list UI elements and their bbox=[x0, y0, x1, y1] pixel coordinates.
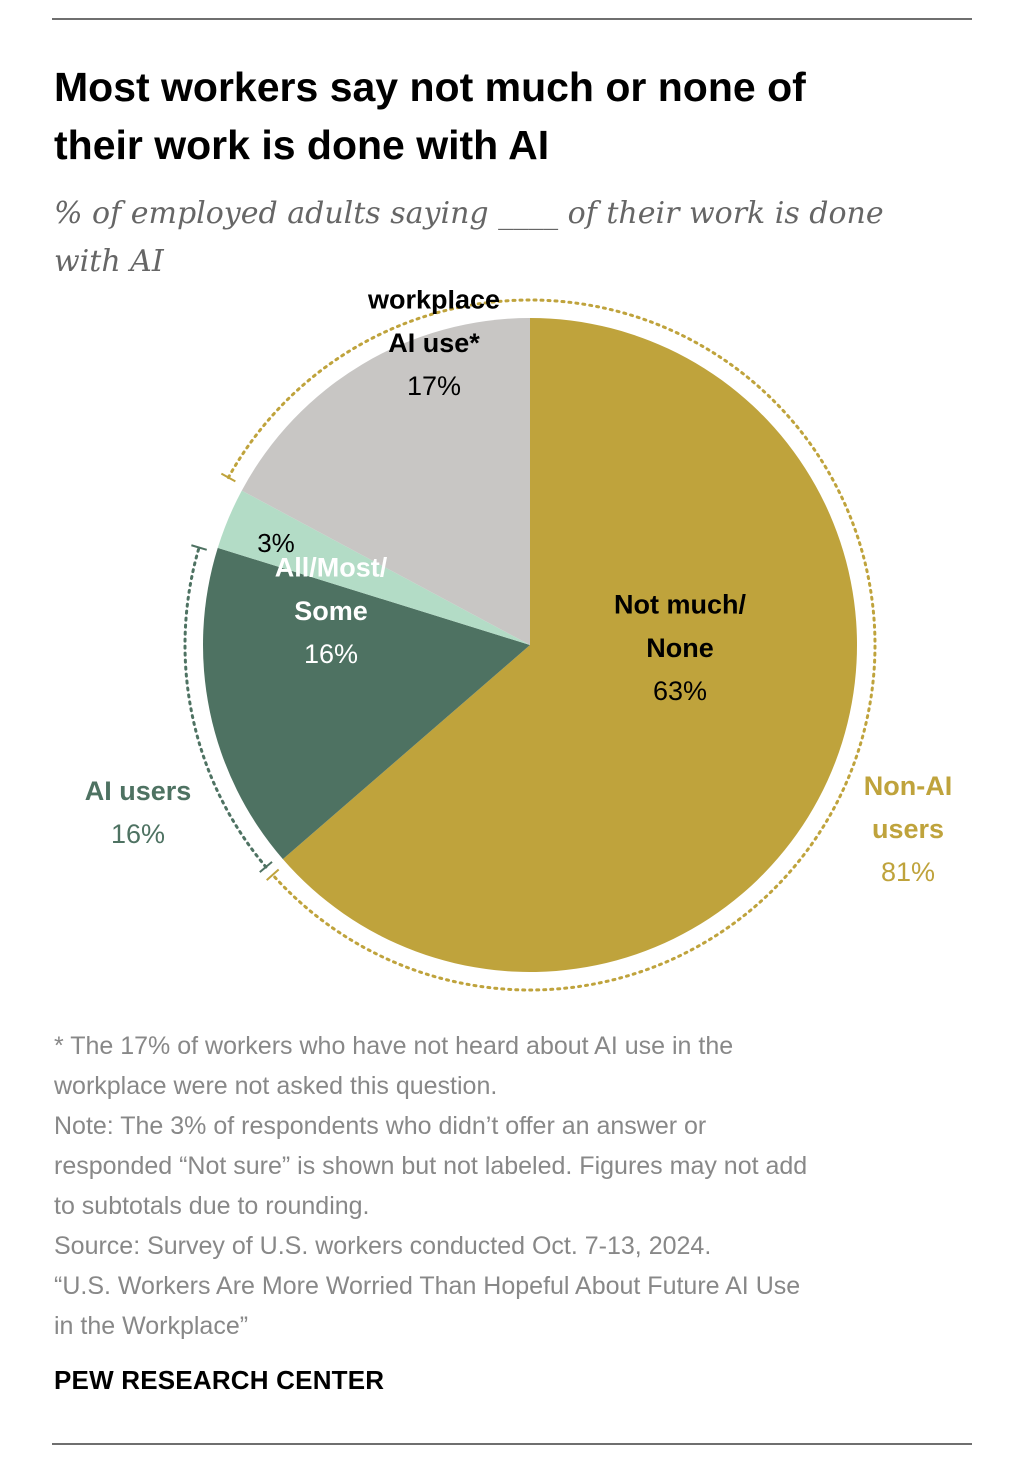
top-rule bbox=[52, 18, 972, 20]
ai-users-bracket bbox=[183, 546, 268, 869]
title-line-2: their work is done with AI bbox=[54, 122, 550, 168]
slice-value-2: 3% bbox=[257, 528, 295, 558]
non-ai-users-bracket-tick-0 bbox=[220, 472, 236, 483]
pie-slice-1 bbox=[203, 547, 530, 860]
note-line-1: Note: The 3% of respondents who didn’t o… bbox=[54, 1112, 707, 1140]
slice-label-0-line-0: Not much/ bbox=[614, 590, 746, 620]
report-title-line-1: “U.S. Workers Are More Worried Than Hope… bbox=[54, 1272, 801, 1300]
slice-label-3-line-2: workplace bbox=[367, 290, 500, 315]
footnote-asterisk-2: workplace were not asked this question. bbox=[54, 1072, 498, 1100]
chart-subtitle: % of employed adults saying ____ of thei… bbox=[54, 190, 964, 286]
pie-slice-2 bbox=[217, 490, 531, 645]
group-value-0: 16% bbox=[111, 819, 165, 849]
slice-value-0: 63% bbox=[653, 676, 707, 706]
note-line-2: responded “Not sure” is shown but not la… bbox=[54, 1152, 808, 1180]
pie-labels: Not much/None63%All/Most/Some16%3%Haven'… bbox=[85, 290, 953, 887]
group-brackets bbox=[183, 298, 877, 992]
pie-slice-0 bbox=[282, 318, 858, 973]
non-ai-users-bracket bbox=[226, 298, 877, 992]
pie-slices bbox=[203, 318, 858, 973]
pie-slice-3 bbox=[241, 318, 530, 645]
group-value-1: 81% bbox=[881, 857, 935, 887]
group-label-1-line-1: users bbox=[872, 814, 944, 844]
slice-label-0-line-1: None bbox=[646, 633, 714, 663]
brand-name: PEW RESEARCH CENTER bbox=[54, 1365, 385, 1395]
group-label-0-line-0: AI users bbox=[85, 776, 192, 806]
note-line-3: to subtotals due to rounding. bbox=[54, 1192, 370, 1220]
slice-value-1: 16% bbox=[304, 639, 358, 669]
report-title-line-2: in the Workplace” bbox=[54, 1312, 249, 1340]
group-label-1-line-0: Non-AI bbox=[864, 771, 952, 801]
subtitle-line-2: with AI bbox=[54, 244, 164, 279]
source-line: Source: Survey of U.S. workers conducted… bbox=[54, 1232, 712, 1260]
ai-users-bracket-tick-1 bbox=[191, 544, 208, 551]
pie-chart: Not much/None63%All/Most/Some16%3%Haven'… bbox=[85, 290, 953, 992]
slice-label-1-line-1: Some bbox=[294, 596, 368, 626]
ai-users-bracket-tick-0 bbox=[259, 861, 273, 873]
slice-label-1-line-0: All/Most/ bbox=[275, 553, 388, 583]
chart-title: Most workers say not much or none of the… bbox=[54, 58, 964, 174]
slice-label-3-line-3: AI use* bbox=[388, 328, 480, 358]
footnotes: * The 17% of workers who have not heard … bbox=[54, 1026, 984, 1346]
subtitle-line-1: % of employed adults saying ____ of thei… bbox=[54, 196, 884, 231]
footnote-asterisk-1: * The 17% of workers who have not heard … bbox=[54, 1032, 734, 1060]
bottom-rule bbox=[52, 1443, 972, 1445]
slice-value-3: 17% bbox=[407, 371, 461, 401]
title-line-1: Most workers say not much or none of bbox=[54, 64, 806, 110]
non-ai-users-bracket-tick-1 bbox=[266, 868, 280, 881]
